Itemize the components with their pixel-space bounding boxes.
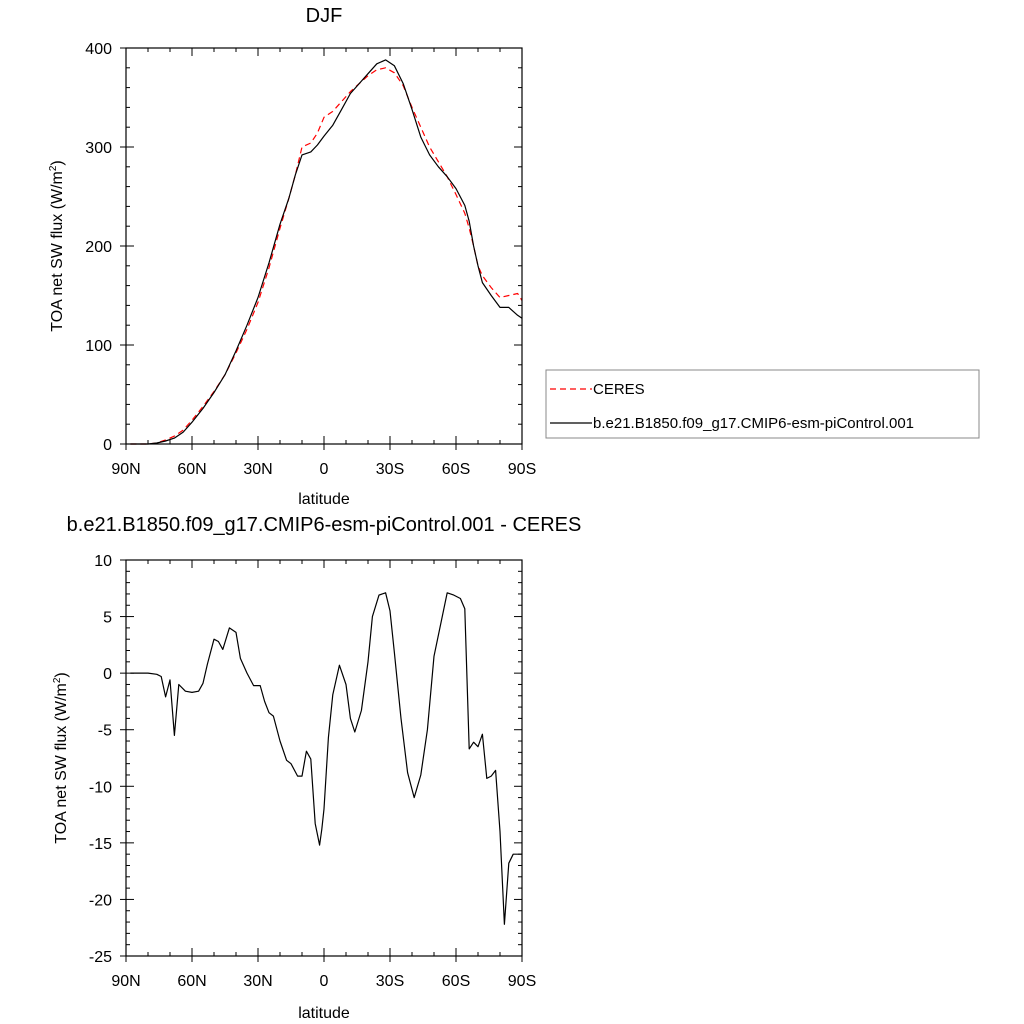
legend-ceres-label: CERES (593, 381, 645, 398)
top-plot-area (130, 59, 523, 445)
top-y-tick-label: 400 (85, 41, 112, 58)
top-x-axis-label: latitude (298, 491, 350, 508)
top-chart-title: DJF (306, 5, 343, 27)
top-x-tick-label: 30N (243, 461, 272, 478)
top-y-tick-label: 0 (103, 437, 112, 454)
bottom-x-tick-label: 60N (177, 973, 206, 990)
legend-model-label: b.e21.B1850.f09_g17.CMIP6-esm-piControl.… (593, 415, 914, 432)
bottom-x-tick-label: 60S (442, 973, 470, 990)
legend: CERES b.e21.B1850.f09_g17.CMIP6-esm-piCo… (545, 369, 980, 439)
top-chart-panel: DJF 90N 60N 30N 0 30S 60S 90S 0 100 200 300 400 lat… (48, 5, 980, 508)
bottom-x-tick-label: 90N (111, 973, 140, 990)
top-series-line-model (130, 59, 523, 445)
top-x-tick-label: 30S (376, 461, 404, 478)
top-series-line-ceres (130, 67, 523, 445)
top-x-tick-label: 0 (320, 461, 329, 478)
bottom-y-tick-label: 0 (103, 666, 112, 683)
bottom-y-tick-label: -10 (89, 779, 112, 796)
bottom-series-line-model (130, 592, 522, 925)
bottom-plot-area (130, 592, 522, 925)
top-x-tick-label: 90N (111, 461, 140, 478)
legend-box (545, 369, 980, 439)
bottom-y-tick-label: -5 (98, 723, 112, 740)
bottom-x-tick-label: 30S (376, 973, 404, 990)
bottom-y-axis-label: TOA net SW flux (W/m2) (52, 672, 70, 844)
top-y-tick-label: 100 (85, 338, 112, 355)
top-y-tick-label: 300 (85, 140, 112, 157)
bottom-y-tick-label: 5 (103, 610, 112, 627)
top-x-tick-label: 90S (508, 461, 536, 478)
bottom-x-axis-label: latitude (298, 1005, 350, 1022)
bottom-y-tick-label: -25 (89, 949, 112, 966)
bottom-x-tick-label: 30N (243, 973, 272, 990)
top-x-tick-label: 60N (177, 461, 206, 478)
bottom-y-tick-label: -15 (89, 836, 112, 853)
bottom-chart-panel: b.e21.B1850.f09_g17.CMIP6-esm-piControl.… (52, 514, 581, 1022)
bottom-chart-title: b.e21.B1850.f09_g17.CMIP6-esm-piControl.… (67, 514, 582, 536)
top-x-tick-label: 60S (442, 461, 470, 478)
bottom-x-tick-label: 90S (508, 973, 536, 990)
bottom-y-tick-label: 10 (94, 553, 112, 570)
top-y-tick-label: 200 (85, 239, 112, 256)
bottom-x-tick-label: 0 (320, 973, 329, 990)
bottom-y-tick-label: -20 (89, 892, 112, 909)
top-y-axis-label: TOA net SW flux (W/m2) (48, 160, 66, 332)
